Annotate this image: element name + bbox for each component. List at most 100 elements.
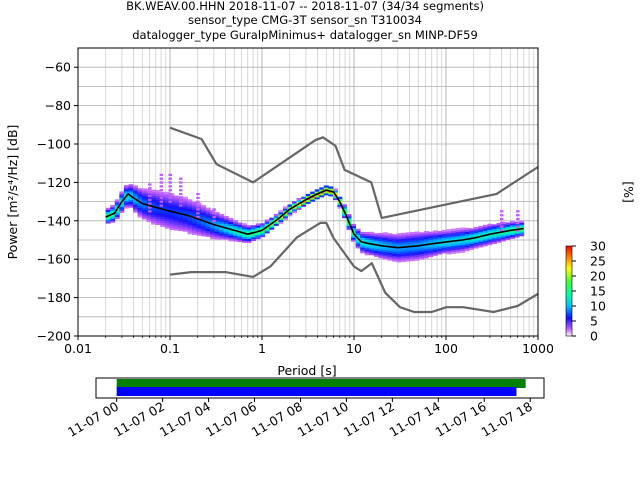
pdf-cell xyxy=(487,239,493,242)
pdf-cell xyxy=(169,218,175,221)
pdf-cell xyxy=(296,207,302,210)
pdf-cell xyxy=(155,216,161,220)
pdf-cell xyxy=(378,252,384,255)
pdf-cell xyxy=(169,221,175,225)
pdf-cell xyxy=(160,212,166,216)
pdf-cell xyxy=(255,229,261,232)
pdf-cell xyxy=(355,244,361,247)
pdf-cell xyxy=(401,238,407,241)
pdf-cell xyxy=(428,247,434,250)
pdf-cell xyxy=(164,224,170,227)
pdf-cell xyxy=(173,197,179,200)
pdf-cell xyxy=(246,234,252,238)
pdf-cell xyxy=(446,238,452,242)
pdf-cell xyxy=(423,244,429,247)
pdf-cell xyxy=(223,237,229,240)
pdf-cell xyxy=(387,254,393,257)
pdf-cell xyxy=(414,250,420,254)
pdf-cell xyxy=(292,206,297,210)
pdf-cell xyxy=(182,196,188,200)
pdf-cell xyxy=(146,189,152,192)
pdf-cell xyxy=(201,208,207,212)
pdf-cell xyxy=(260,227,266,230)
pdf-cell xyxy=(273,221,279,224)
pdf-cell xyxy=(387,233,393,236)
pdf-cell xyxy=(514,231,520,234)
pdf-cell xyxy=(228,229,234,232)
pdf-cell xyxy=(232,223,238,227)
pdf-cell xyxy=(441,235,447,238)
pdf-cell xyxy=(228,225,234,228)
pdf-cell xyxy=(201,216,207,219)
pdf-cell xyxy=(278,219,284,223)
pdf-cell xyxy=(169,208,175,211)
pdf-outlier-cell xyxy=(159,189,164,192)
pdf-cell xyxy=(419,232,425,235)
pdf-cell xyxy=(178,215,184,218)
pdf-cell xyxy=(419,245,425,249)
pdf-cell xyxy=(469,245,475,248)
pdf-cell xyxy=(373,233,379,236)
pdf-cell xyxy=(491,230,497,233)
pdf-cell xyxy=(119,202,125,206)
pdf-cell xyxy=(164,203,170,206)
pdf-cell xyxy=(178,205,184,209)
pdf-cell xyxy=(160,207,166,210)
pdf-cell xyxy=(282,215,288,219)
pdf-cell xyxy=(473,226,479,230)
pdf-cell xyxy=(460,250,466,253)
pdf-cell xyxy=(182,208,188,211)
pdf-cell xyxy=(410,235,416,239)
pdf-cell xyxy=(142,207,147,210)
pdf-cell xyxy=(328,194,334,197)
pdf-cell xyxy=(251,238,257,242)
pdf-cell xyxy=(232,231,238,234)
pdf-cell xyxy=(142,194,147,197)
timeline-tick-label: 11-07 16 xyxy=(433,399,489,440)
pdf-cell xyxy=(387,239,393,242)
pdf-cell xyxy=(432,238,438,241)
pdf-cell xyxy=(414,252,420,255)
pdf-cell xyxy=(214,216,220,219)
pdf-cell xyxy=(169,225,175,229)
pdf-cell xyxy=(410,247,416,250)
pdf-cell xyxy=(242,225,247,228)
pdf-cell xyxy=(482,230,488,233)
pdf-cell xyxy=(146,215,152,219)
pdf-cell xyxy=(214,214,220,217)
pdf-cell xyxy=(437,248,443,251)
pdf-cell xyxy=(251,229,257,232)
pdf-cell xyxy=(441,233,447,237)
pdf-cell xyxy=(391,259,397,262)
pdf-cell xyxy=(505,232,511,235)
pdf-cell xyxy=(223,221,229,225)
pdf-cell xyxy=(137,197,143,201)
pdf-outlier-cell xyxy=(168,192,172,196)
pdf-cell xyxy=(292,203,297,206)
pdf-cell xyxy=(505,228,511,231)
pdf-cell xyxy=(510,230,516,234)
pdf-cell xyxy=(441,249,447,252)
pdf-cell xyxy=(373,248,379,251)
pdf-cell xyxy=(173,203,179,206)
pdf-cell xyxy=(151,199,157,202)
pdf-cell xyxy=(469,247,475,250)
plot-frame xyxy=(77,47,539,337)
pdf-cell xyxy=(182,215,188,219)
pdf-cell xyxy=(160,218,166,222)
pdf-cell xyxy=(460,237,466,240)
pdf-cell xyxy=(464,229,470,233)
pdf-cell xyxy=(105,217,111,220)
pdf-cell xyxy=(260,225,266,228)
pdf-cell xyxy=(487,241,493,244)
timeline-bars xyxy=(116,379,526,396)
pdf-cell xyxy=(219,217,225,221)
pdf-cell xyxy=(123,192,129,196)
pdf-cell xyxy=(482,242,488,245)
pdf-cell xyxy=(437,242,443,245)
pdf-cell xyxy=(482,232,488,235)
pdf-cell xyxy=(160,222,166,225)
pdf-cell xyxy=(137,207,143,210)
pdf-cell xyxy=(405,251,411,254)
